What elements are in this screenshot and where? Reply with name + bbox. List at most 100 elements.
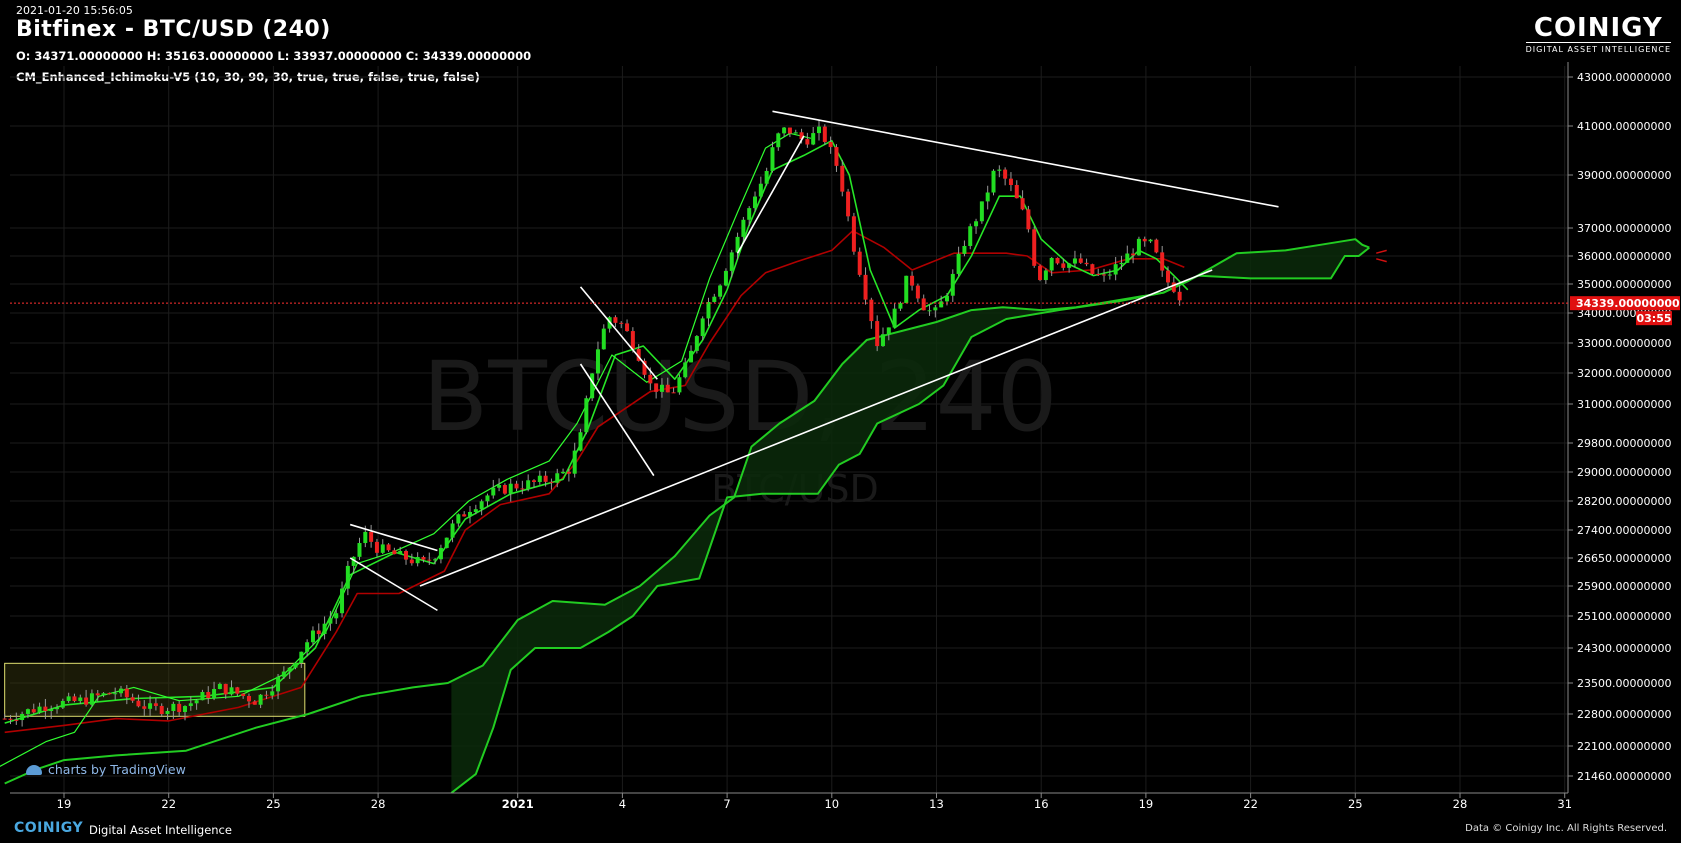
candle-body	[409, 559, 414, 564]
cloud-fill	[451, 239, 1366, 793]
candle-body	[1096, 273, 1101, 275]
candle-body	[223, 683, 228, 695]
candle-body	[747, 208, 752, 220]
y-tick-label: 29800.00000000	[1577, 437, 1671, 450]
y-tick-label: 25900.00000000	[1577, 580, 1671, 593]
candle-body	[142, 706, 147, 709]
candle-body	[182, 706, 187, 713]
candle-body	[2, 718, 7, 720]
candle-body	[72, 696, 77, 702]
candle-body	[328, 618, 333, 624]
candle-body	[55, 707, 60, 710]
candle-body	[654, 383, 659, 392]
candle-body	[270, 691, 275, 696]
candle-body	[828, 141, 833, 148]
y-tick-label: 36000.00000000	[1577, 250, 1671, 263]
candle-body	[753, 196, 758, 209]
candle-body	[84, 697, 89, 705]
trendline	[419, 269, 1213, 587]
y-tick-label: 41000.00000000	[1577, 120, 1671, 133]
y-tick-label: 29000.00000000	[1577, 466, 1671, 479]
candle-body	[770, 147, 775, 171]
candle-body	[723, 270, 728, 286]
candle-body	[450, 523, 455, 538]
candle-body	[37, 706, 42, 713]
candle-body	[1090, 264, 1095, 274]
candle-body	[212, 688, 217, 699]
candle-body	[119, 688, 124, 694]
candle-body	[444, 537, 449, 548]
candle-body	[421, 556, 426, 560]
candle-body	[241, 693, 246, 696]
candle-body	[293, 662, 298, 668]
y-tick-label: 31000.00000000	[1577, 398, 1671, 411]
y-tick-label: 43000.00000000	[1577, 71, 1671, 84]
candle-body	[956, 253, 961, 274]
candle-body	[700, 318, 705, 337]
candle-body	[561, 471, 566, 474]
kijun-line	[4, 230, 1185, 734]
candle-body	[165, 710, 170, 715]
candle-body	[206, 691, 211, 699]
candle-body	[566, 471, 571, 474]
candle-body	[1113, 264, 1118, 275]
y-tick-label: 24300.00000000	[1577, 642, 1671, 655]
candle-body	[944, 295, 949, 302]
trendline	[579, 286, 658, 380]
candle-body	[404, 550, 409, 560]
candle-body	[322, 623, 327, 635]
candle-body	[927, 310, 932, 312]
tradingview-credit[interactable]: charts by TradingView	[26, 762, 186, 777]
candle-body	[113, 693, 118, 695]
candle-body	[462, 514, 467, 517]
x-tick-label: 31	[1557, 797, 1572, 811]
candle-body	[1119, 262, 1124, 265]
candle-body	[1043, 270, 1048, 281]
coinigy-logo: COINIGY DIGITAL ASSET INTELLIGENCE	[1525, 13, 1671, 54]
x-tick-label: 7	[723, 797, 730, 811]
candle-body	[840, 165, 845, 192]
candle-body	[502, 485, 507, 494]
candle-body	[363, 531, 368, 544]
candle-body	[962, 245, 967, 254]
candlesticks	[2, 120, 1182, 727]
candle-body	[1026, 209, 1031, 230]
footer-tagline: Digital Asset Intelligence	[89, 823, 232, 837]
candle-body	[904, 275, 909, 304]
candle-body	[148, 703, 153, 709]
trendlines	[349, 110, 1279, 612]
candle-body	[543, 475, 548, 482]
candle-body	[689, 350, 694, 363]
candle-body	[171, 703, 176, 711]
candle-body	[159, 705, 164, 715]
candle-body	[729, 252, 734, 271]
candle-body	[497, 485, 502, 488]
candle-body	[60, 700, 65, 708]
candle-body	[677, 377, 682, 393]
candle-body	[433, 559, 438, 561]
last-price-badge	[1570, 296, 1680, 311]
candle-body	[974, 221, 979, 227]
last-price-label: 34339.00000000	[1576, 297, 1680, 310]
logo-name: COINIGY	[1533, 13, 1663, 43]
candle-body	[514, 483, 519, 489]
candle-body	[299, 651, 304, 663]
candle-body	[1171, 282, 1176, 292]
candle-body	[933, 307, 938, 311]
countdown-badge	[1636, 311, 1672, 326]
candle-body	[537, 475, 542, 482]
chart-grid	[10, 66, 1568, 793]
tradingview-text[interactable]: charts by TradingView	[48, 762, 186, 777]
candle-body	[892, 308, 897, 328]
candle-body	[520, 488, 525, 490]
candle-body	[194, 700, 199, 704]
candle-body	[648, 374, 653, 384]
candle-body	[1102, 274, 1107, 276]
candle-body	[910, 275, 915, 286]
candle-body	[357, 543, 362, 557]
footer-copyright: Data © Coinigy Inc. All Rights Reserved.	[1465, 823, 1667, 834]
x-tick-label: 28	[371, 797, 386, 811]
x-tick-label: 10	[824, 797, 839, 811]
candle-body	[578, 432, 583, 451]
